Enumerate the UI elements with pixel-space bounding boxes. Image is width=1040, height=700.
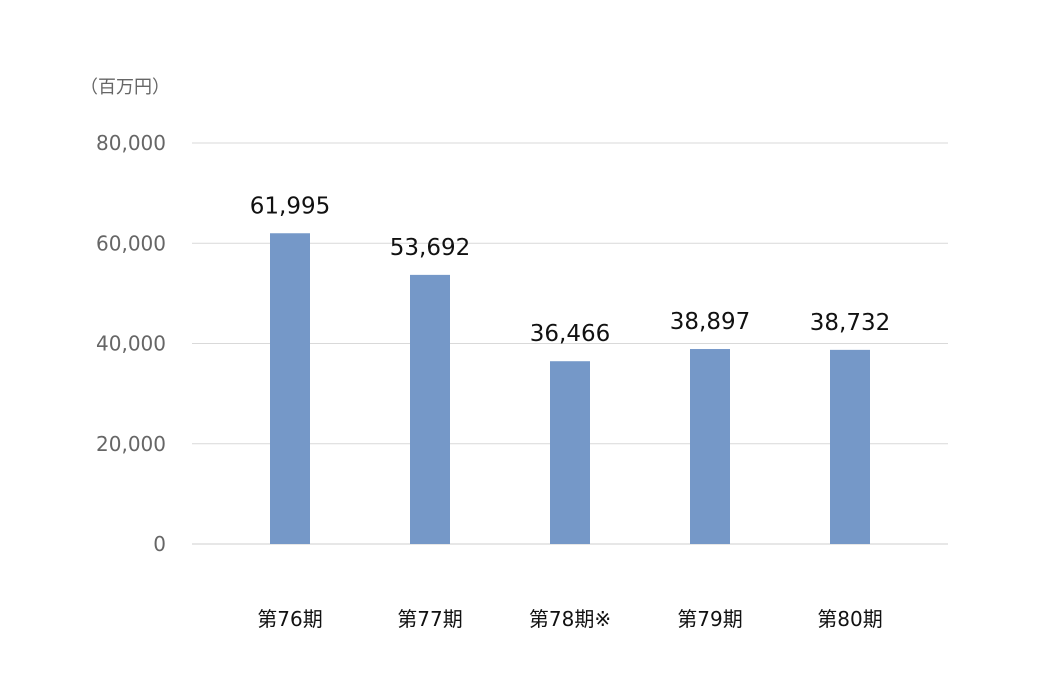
bar — [270, 233, 310, 544]
y-tick-label: 40,000 — [96, 332, 166, 356]
y-tick-label: 0 — [153, 532, 166, 556]
bar-value-label: 36,466 — [530, 321, 610, 347]
y-tick-label: 80,000 — [96, 131, 166, 155]
y-axis-unit-label: （百万円） — [80, 77, 170, 98]
bar-value-label: 38,897 — [670, 309, 750, 335]
x-tick-label: 第78期※ — [529, 607, 611, 631]
bar — [550, 361, 590, 544]
y-tick-label: 60,000 — [96, 231, 166, 255]
gridlines — [192, 142, 948, 545]
x-tick-label: 第79期 — [677, 607, 742, 631]
bars — [270, 233, 870, 544]
x-tick-label: 第80期 — [817, 607, 882, 631]
bar-value-label: 38,732 — [810, 310, 890, 336]
bar-value-label: 53,692 — [390, 235, 470, 261]
bar — [690, 349, 730, 544]
x-tick-label: 第76期 — [257, 607, 322, 631]
bar — [410, 274, 450, 544]
x-axis-ticks: 第76期 第77期 第78期※ 第79期 第80期 — [257, 607, 882, 631]
bar-value-label: 61,995 — [250, 193, 330, 219]
y-tick-label: 20,000 — [96, 432, 166, 456]
data-labels: 61,995 53,692 36,466 38,897 38,732 — [250, 193, 890, 347]
bar — [830, 349, 870, 544]
x-tick-label: 第77期 — [397, 607, 462, 631]
y-axis-ticks: 0 20,000 40,000 60,000 80,000 — [96, 131, 166, 556]
